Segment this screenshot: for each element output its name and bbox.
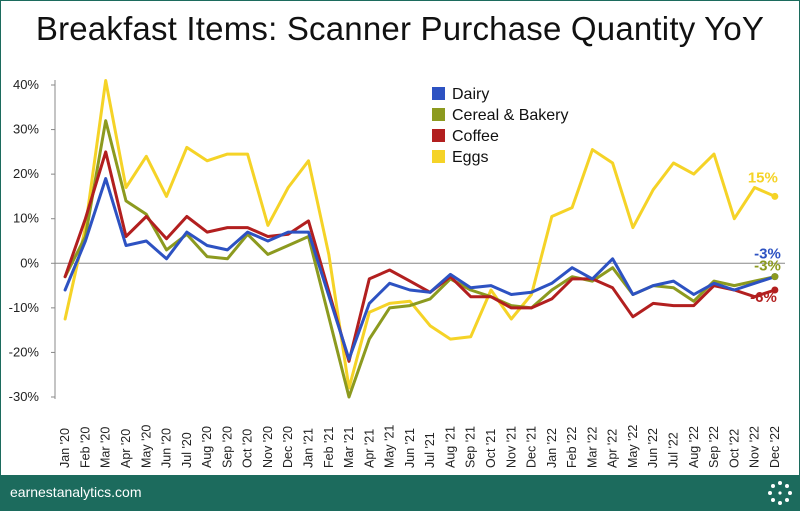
x-tick-label: Jun '22 [646,428,660,468]
end-value-label: -3% [754,246,781,263]
x-tick-label: Jun '20 [160,428,174,468]
end-marker [771,192,779,200]
x-tick-label: Mar '22 [585,427,599,468]
legend-label: Dairy [452,86,489,103]
legend-swatch [432,108,445,121]
line-chart: -30% -20% -10% 0% 10% 20% 30% 40% Jan '20 Feb '20… [9,77,785,468]
x-tick-label: Dec '21 [525,426,539,468]
x-tick-label: May '21 [383,425,397,468]
legend-swatch [432,87,445,100]
x-tick-label: Oct '22 [727,429,741,468]
x-tick-label: Aug '20 [200,426,214,468]
x-tick-label: Jul '20 [180,432,194,468]
x-tick-label: Dec '20 [281,426,295,468]
x-tick-label: May '22 [626,425,640,468]
x-tick-label: Mar '21 [342,427,356,468]
x-tick-label: May '20 [139,425,153,468]
x-tick-label: Jan '22 [545,428,559,468]
y-tick-label: -30% [9,389,40,404]
legend-label: Cereal & Bakery [452,107,569,124]
x-tick-label: Oct '20 [241,429,255,468]
legend-swatch [432,150,445,163]
x-tick-label: Apr '21 [362,429,376,468]
x-tick-label: Dec '22 [768,426,782,468]
x-tick-label: Nov '22 [748,426,762,468]
x-tick-label: Nov '20 [261,426,275,468]
x-tick-label: Aug '22 [687,426,701,468]
legend-swatch [432,129,445,142]
series-line-eggs [63,79,777,390]
x-tick-label: Jan '21 [301,428,315,468]
x-tick-label: Apr '20 [119,429,133,468]
x-tick-label: Jun '21 [403,428,417,468]
series-line-dairy [63,177,777,361]
end-value-label: 15% [748,169,778,186]
x-tick-label: Sep '22 [707,426,721,468]
x-tick-label: Aug '21 [443,426,457,468]
x-tick-label: Sep '20 [220,426,234,468]
legend-label: Eggs [452,149,488,166]
x-tick-label: Feb '21 [322,427,336,468]
y-tick-label: 10% [13,211,39,226]
y-tick-label: -10% [9,300,40,315]
end-marker [771,273,779,281]
end-value-label: -6% [750,289,777,306]
x-tick-label: Feb '20 [78,427,92,468]
legend-label: Coffee [452,128,499,145]
x-tick-label: Jul '21 [423,432,437,468]
y-tick-label: 0% [20,255,39,270]
end-marker [771,286,779,294]
y-tick-label: -20% [9,344,40,359]
brand-link[interactable]: earnestanalytics.com [10,484,142,500]
chart-title: Breakfast Items: Scanner Purchase Quanti… [35,10,765,47]
x-tick-label: Jul '22 [666,432,680,468]
series-line-cereal-bakery [63,119,777,399]
x-tick-label: Apr '22 [606,429,620,468]
x-tick-label: Oct '21 [484,429,498,468]
x-tick-label: Feb '22 [565,427,579,468]
y-tick-label: 20% [13,166,39,181]
footer-bar: earnestanalytics.com [0,475,800,511]
x-tick-label: Sep '21 [464,426,478,468]
dotted-circle-logo-icon [768,481,792,505]
y-tick-label: 40% [13,77,39,92]
end-value-label: -3% [754,258,781,275]
x-tick-label: Mar '20 [99,427,113,468]
y-tick-label: 30% [13,122,39,137]
x-tick-label: Nov '21 [504,426,518,468]
x-tick-label: Jan '20 [58,428,72,468]
